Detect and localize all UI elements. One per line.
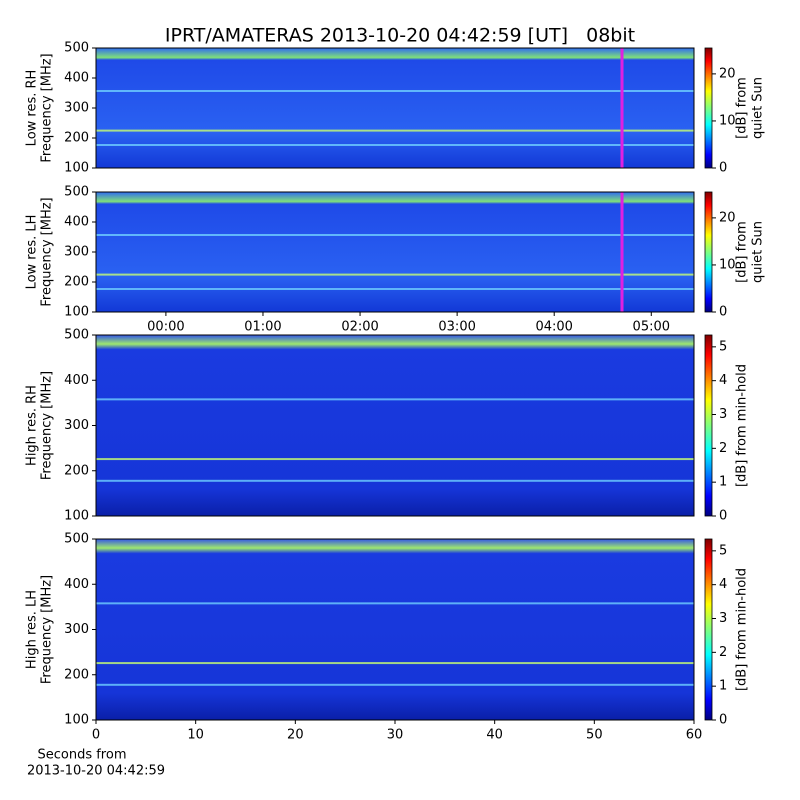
x-tick-label: 50 bbox=[586, 728, 603, 743]
y-axis-label: Low res. RH bbox=[25, 70, 40, 147]
y-axis-label: Frequency [MHz] bbox=[40, 371, 55, 480]
band bbox=[96, 662, 694, 665]
colorbar-tick-label: 5 bbox=[719, 339, 727, 354]
x-tick-label: 05:00 bbox=[633, 320, 670, 335]
y-tick-label: 500 bbox=[64, 41, 89, 56]
x-tick-label: 04:00 bbox=[535, 320, 572, 335]
x-tick-label: 10 bbox=[187, 728, 204, 743]
band bbox=[96, 234, 694, 236]
band bbox=[96, 398, 694, 401]
y-tick-label: 300 bbox=[64, 245, 89, 260]
band bbox=[96, 602, 694, 605]
y-tick-label: 300 bbox=[64, 622, 89, 637]
x-axis-label: Seconds from bbox=[37, 748, 126, 763]
colorbar-label: [dB] from min-hold bbox=[735, 568, 750, 691]
y-tick-label: 400 bbox=[64, 577, 89, 592]
y-tick-label: 200 bbox=[64, 131, 89, 146]
y-tick-label: 100 bbox=[64, 161, 89, 176]
colorbar-label: [dB] from bbox=[735, 221, 750, 283]
y-tick-label: 500 bbox=[64, 532, 89, 547]
colorbar-label: [dB] from bbox=[735, 77, 750, 139]
band bbox=[96, 458, 694, 461]
x-axis-label: 2013-10-20 04:42:59 bbox=[27, 764, 165, 779]
colorbar-label: quiet Sun bbox=[751, 221, 766, 283]
colorbar-tick-label: 10 bbox=[719, 257, 736, 272]
colorbar bbox=[704, 47, 713, 169]
y-axis-label: Frequency [MHz] bbox=[40, 575, 55, 684]
y-tick-label: 200 bbox=[64, 275, 89, 290]
y-tick-label: 400 bbox=[64, 71, 89, 86]
y-axis-label: Frequency [MHz] bbox=[40, 197, 55, 306]
x-tick-label: 01:00 bbox=[244, 320, 281, 335]
y-axis-label: Frequency [MHz] bbox=[40, 53, 55, 162]
x-tick-label: 03:00 bbox=[438, 320, 475, 335]
colorbar-label: quiet Sun bbox=[751, 77, 766, 139]
x-tick-label: 20 bbox=[287, 728, 304, 743]
y-tick-label: 500 bbox=[64, 328, 89, 343]
band bbox=[96, 273, 694, 276]
colorbar-tick-label: 2 bbox=[719, 645, 727, 660]
colorbar-tick-label: 0 bbox=[719, 509, 727, 524]
colorbar-tick-label: 1 bbox=[719, 679, 727, 694]
y-tick-label: 300 bbox=[64, 101, 89, 116]
y-tick-label: 100 bbox=[64, 509, 89, 524]
colorbar-tick-label: 3 bbox=[719, 407, 727, 422]
spectrogram bbox=[96, 48, 694, 168]
y-tick-label: 500 bbox=[64, 185, 89, 200]
y-axis-label: High res. RH bbox=[25, 385, 40, 466]
y-tick-label: 400 bbox=[64, 373, 89, 388]
band bbox=[96, 479, 694, 482]
band bbox=[96, 683, 694, 686]
colorbar-tick-label: 0 bbox=[719, 305, 727, 320]
colorbar bbox=[704, 334, 713, 517]
band bbox=[96, 129, 694, 132]
x-tick-label: 02:00 bbox=[341, 320, 378, 335]
band bbox=[96, 144, 694, 146]
colorbar-tick-label: 10 bbox=[719, 113, 736, 128]
colorbar-tick-label: 3 bbox=[719, 611, 727, 626]
x-tick-label: 60 bbox=[686, 728, 703, 743]
colorbar-tick-label: 1 bbox=[719, 475, 727, 490]
band bbox=[96, 288, 694, 290]
y-tick-label: 100 bbox=[64, 713, 89, 728]
spectrogram bbox=[96, 335, 694, 516]
colorbar-tick-label: 4 bbox=[719, 577, 727, 592]
x-tick-label: 00:00 bbox=[147, 320, 184, 335]
band bbox=[96, 90, 694, 92]
spectrogram bbox=[96, 539, 694, 720]
y-axis-label: Low res. LH bbox=[25, 215, 40, 290]
colorbar bbox=[704, 191, 713, 313]
colorbar-tick-label: 2 bbox=[719, 441, 727, 456]
x-tick-label: 30 bbox=[387, 728, 404, 743]
y-tick-label: 200 bbox=[64, 463, 89, 478]
colorbar-tick-label: 0 bbox=[719, 161, 727, 176]
colorbar-tick-label: 0 bbox=[719, 713, 727, 728]
spectrogram bbox=[96, 192, 694, 312]
y-tick-label: 400 bbox=[64, 215, 89, 230]
y-axis-label: High res. LH bbox=[25, 590, 40, 669]
chart-title: IPRT/AMATERAS 2013-10-20 04:42:59 [UT] 0… bbox=[165, 25, 635, 47]
colorbar bbox=[704, 538, 713, 721]
x-tick-label: 0 bbox=[92, 728, 100, 743]
colorbar-tick-label: 20 bbox=[719, 210, 736, 225]
colorbar-tick-label: 4 bbox=[719, 373, 727, 388]
colorbar-tick-label: 20 bbox=[719, 66, 736, 81]
y-tick-label: 100 bbox=[64, 305, 89, 320]
colorbar-tick-label: 5 bbox=[719, 543, 727, 558]
colorbar-label: [dB] from min-hold bbox=[735, 364, 750, 487]
x-tick-label: 40 bbox=[486, 728, 503, 743]
y-tick-label: 300 bbox=[64, 418, 89, 433]
y-tick-label: 200 bbox=[64, 667, 89, 682]
